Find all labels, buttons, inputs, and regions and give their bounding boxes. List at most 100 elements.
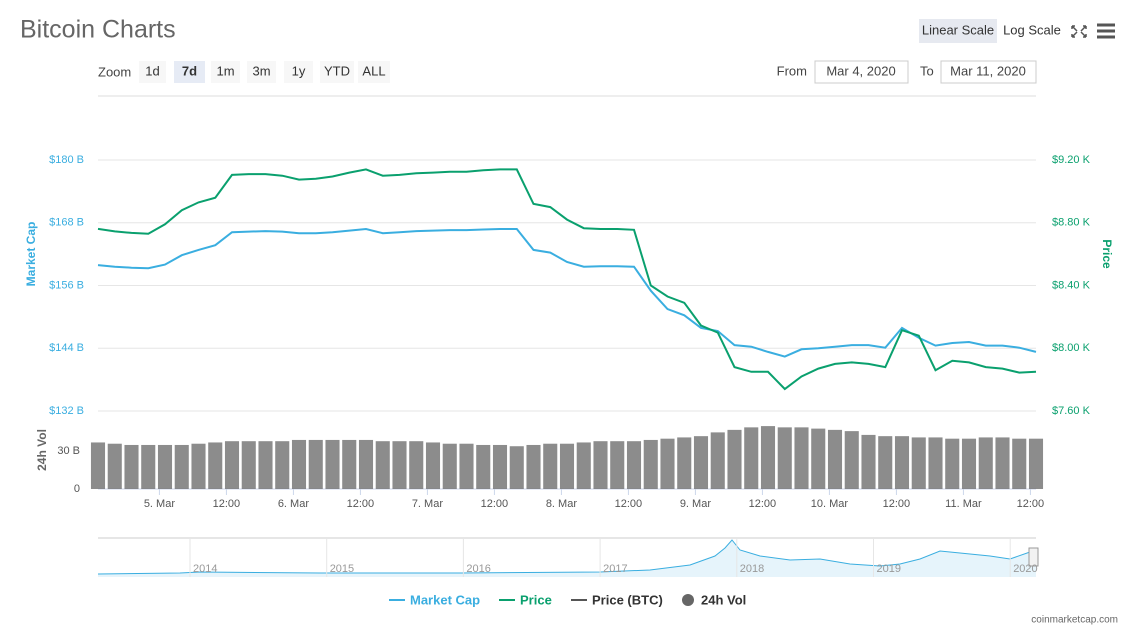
zoom-button[interactable]: 1y [292, 63, 306, 78]
volume-bar [392, 441, 407, 489]
navigator-year: 2016 [466, 563, 490, 575]
y-tick-label: $144 B [49, 342, 84, 354]
volume-bar [593, 441, 608, 489]
volume-bar [224, 441, 240, 489]
from-input[interactable] [814, 60, 909, 84]
from-date: Mar 4, 2020 [826, 63, 895, 78]
legend-label[interactable]: 24h Vol [701, 592, 746, 607]
x-tick-label: 12:00 [883, 498, 911, 510]
legend-symbol [682, 594, 694, 606]
volume-bar [1012, 438, 1027, 489]
scale-button[interactable]: Linear Scale [922, 22, 994, 37]
zoom-button[interactable]: 1d [145, 63, 159, 78]
zoom-button[interactable]: 1m [216, 63, 234, 78]
zoom-button-bg[interactable] [211, 61, 240, 83]
volume-bar [894, 436, 910, 489]
zoom-button-bg[interactable] [284, 61, 313, 83]
x-tick-label: 12:00 [615, 498, 643, 510]
volume-bar [509, 446, 524, 489]
volume-bar [325, 439, 340, 489]
fullscreen-icon[interactable] [1071, 25, 1087, 38]
zoom-button[interactable]: ALL [362, 63, 385, 78]
scale-button[interactable]: Log Scale [1003, 22, 1061, 37]
volume-bar [107, 443, 122, 489]
volume-bar [459, 443, 474, 489]
volume-bar [241, 441, 256, 489]
legend-label[interactable]: Price [520, 592, 552, 607]
y2-tick-label: $7.60 K [1052, 405, 1091, 417]
volume-bar [576, 442, 591, 489]
legend-label[interactable]: Market Cap [410, 592, 480, 607]
volume-bar [794, 427, 809, 489]
scale-button-bg[interactable] [919, 19, 997, 43]
volume-bar [358, 439, 374, 489]
zoom-button-bg[interactable] [139, 61, 166, 83]
y-tick-label: $168 B [49, 217, 84, 229]
volume-bar [308, 439, 323, 489]
volume-bar [677, 437, 692, 489]
zoom-button-bg[interactable] [358, 61, 390, 83]
series-line [97, 168, 1037, 391]
x-tick-label: 12:00 [749, 498, 777, 510]
x-tick-label: 6. Mar [278, 498, 310, 510]
volume-bar [978, 437, 993, 489]
volume-bar [827, 429, 843, 489]
volume-bar [275, 441, 290, 489]
navigator-year: 2019 [877, 563, 901, 575]
x-tick-label: 9. Mar [680, 498, 712, 510]
plot-area: $132 B $144 B $156 B $168 B $180 B $7.60 K $8.… [49, 154, 1090, 510]
volume-bar [928, 437, 943, 489]
y2-tick-label: $8.80 K [1052, 217, 1091, 229]
volume-bar [191, 443, 206, 489]
volume-bar [543, 443, 558, 489]
volume-bar [375, 441, 390, 489]
volume-bar [626, 441, 642, 489]
zoom-button[interactable]: 7d [182, 63, 197, 78]
zoom-button-bg[interactable] [247, 61, 276, 83]
volume-bar [911, 437, 926, 489]
y3-tick-label: 0 [74, 483, 80, 495]
volume-bar [425, 442, 441, 489]
volume-bar [208, 442, 223, 489]
volume-bar [643, 439, 658, 489]
y3-tick-label: 30 B [57, 445, 80, 457]
zoom-button[interactable]: YTD [324, 63, 350, 78]
volume-bar [660, 438, 675, 489]
navigator-year: 2014 [193, 563, 217, 575]
volume-bar [157, 444, 173, 489]
zoom-button[interactable]: 3m [252, 63, 270, 78]
y-tick-label: $156 B [49, 279, 84, 291]
legend: Market Cap Price Price (BTC) 24h Vol [389, 592, 746, 607]
volume-bar [727, 429, 742, 489]
volume-bar [476, 444, 491, 489]
volume-bar [744, 427, 759, 489]
from-label: From [777, 63, 807, 78]
navigator-year: 2018 [740, 563, 764, 575]
x-tick-label: 12:00 [1017, 498, 1045, 510]
volume-bar [124, 444, 139, 489]
legend-label[interactable]: Price (BTC) [592, 592, 663, 607]
to-label: To [920, 63, 934, 78]
navigator-handle[interactable] [1028, 547, 1039, 567]
page-title: Bitcoin Charts [20, 16, 176, 44]
volume-bar [526, 444, 541, 489]
x-tick-label: 10. Mar [811, 498, 849, 510]
to-date: Mar 11, 2020 [950, 63, 1026, 78]
volume-bar [844, 431, 859, 489]
volume-bar [861, 434, 876, 489]
navigator-year: 2020 [1013, 563, 1037, 575]
zoom-button-bg[interactable] [174, 61, 205, 83]
volume-bar [610, 441, 625, 489]
zoom-label: Zoom [98, 64, 131, 79]
volume-bar [174, 444, 189, 489]
to-input[interactable] [940, 60, 1037, 84]
volume-bar [291, 439, 307, 489]
y-tick-label: $180 B [49, 154, 84, 166]
zoom-button-bg[interactable] [320, 61, 354, 83]
menu-icon[interactable] [1097, 23, 1115, 39]
volume-bar [878, 436, 893, 489]
y3-axis-title: 24h Vol [35, 429, 49, 471]
volume-bar [409, 441, 424, 489]
volume-bar [995, 437, 1010, 489]
